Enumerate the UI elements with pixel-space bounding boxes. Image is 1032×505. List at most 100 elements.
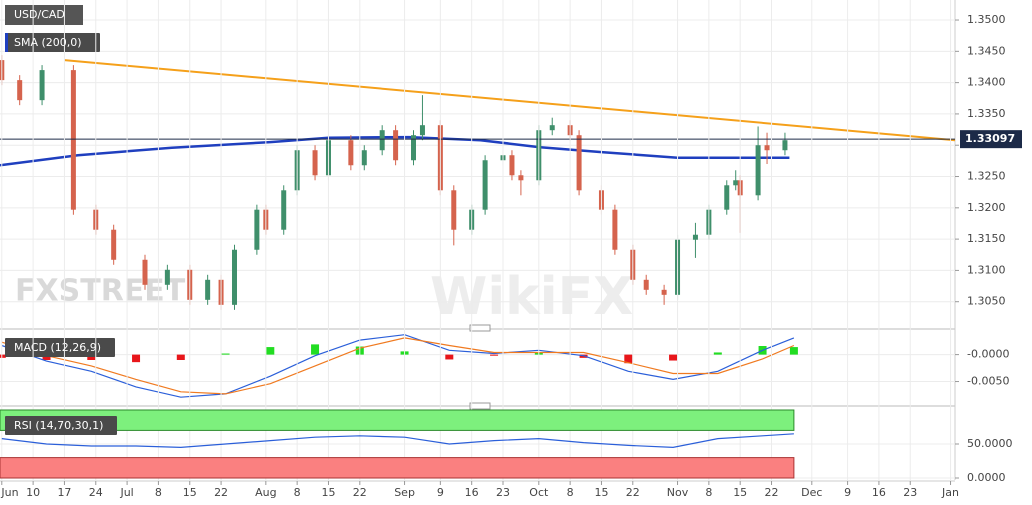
x-tick-label: 23 <box>903 486 917 499</box>
candle-body <box>312 150 318 176</box>
candle-body <box>764 145 770 151</box>
series-line <box>64 59 956 142</box>
panel-label: MACD (12,26,9) <box>14 341 101 354</box>
watermark: FXSTREET <box>15 274 186 309</box>
candle-body <box>205 279 211 300</box>
x-tick-label: Aug <box>255 486 276 499</box>
resize-handle[interactable] <box>469 402 491 410</box>
x-tick-label: 22 <box>214 486 228 499</box>
y-tick-label: 50.0000 <box>967 437 1013 450</box>
x-tick-label: Dec <box>801 486 822 499</box>
histogram-bar <box>221 353 230 355</box>
chart-title: USD/CAD <box>14 8 65 21</box>
x-tick-label: 8 <box>567 486 574 499</box>
candle-body <box>549 125 555 131</box>
candle-body <box>348 140 354 166</box>
x-tick-label: 22 <box>353 486 367 499</box>
candle-body <box>612 209 618 250</box>
x-tick-label: 15 <box>594 486 608 499</box>
candle-body <box>142 259 148 285</box>
x-tick-label: 24 <box>89 486 103 499</box>
histogram-bar <box>624 354 633 364</box>
x-tick-label: 23 <box>496 486 510 499</box>
x-tick-label: 15 <box>321 486 335 499</box>
histogram-bar <box>311 344 320 355</box>
series-line <box>1 433 794 449</box>
candle-body <box>361 150 367 166</box>
watermark: WikiFX <box>430 267 633 327</box>
y-tick-label: 0.0000 <box>967 471 1006 484</box>
last-price-label: 1.33097 <box>965 132 1015 145</box>
histogram-bar <box>445 354 454 360</box>
candle-body <box>482 160 488 210</box>
label-box <box>5 33 100 52</box>
x-tick-label: 16 <box>465 486 479 499</box>
oversold-band <box>0 457 795 479</box>
title-box <box>5 5 83 25</box>
series-line <box>0 135 790 167</box>
x-tick-label: Nov <box>667 486 689 499</box>
x-tick-label: 8 <box>705 486 712 499</box>
candle-body <box>17 80 23 101</box>
histogram-bar <box>42 354 51 360</box>
x-tick-label: Sep <box>394 486 415 499</box>
candle-body <box>451 190 457 230</box>
candle-body <box>70 70 76 210</box>
x-tick-label: 10 <box>26 486 40 499</box>
y-tick-label: 1.3400 <box>967 76 1006 89</box>
candle-body <box>419 125 425 136</box>
x-tick-label: Jan <box>941 486 959 499</box>
y-tick-label: -0.0000 <box>967 348 1009 361</box>
candle-body <box>254 209 260 250</box>
candle-body <box>379 130 385 151</box>
x-tick-label: Oct <box>529 486 549 499</box>
candle-body <box>411 135 417 161</box>
x-tick-label: 9 <box>437 486 444 499</box>
x-tick-label: 17 <box>57 486 71 499</box>
label-box <box>5 338 115 357</box>
histogram-bar <box>789 347 798 355</box>
candle-body <box>724 185 730 210</box>
histogram-bar <box>490 354 499 356</box>
x-tick-label: 15 <box>183 486 197 499</box>
candle-body <box>231 249 237 305</box>
histogram-bar <box>132 354 141 363</box>
candle-body <box>692 234 698 240</box>
x-tick-label: 22 <box>765 486 779 499</box>
histogram-bar <box>713 352 722 355</box>
panel-label: SMA (200,0) <box>14 36 82 49</box>
candle-body <box>111 229 117 260</box>
candle-body <box>393 130 399 161</box>
candle-body <box>509 155 515 176</box>
candle-body <box>782 140 788 151</box>
y-tick-label: 1.3050 <box>967 295 1006 308</box>
histogram-bar <box>669 354 678 361</box>
histogram-bar <box>87 354 96 360</box>
y-tick-label: 1.3150 <box>967 232 1006 245</box>
label-stripe <box>5 33 8 52</box>
histogram-bar <box>176 354 185 360</box>
candle-body <box>39 70 45 101</box>
histogram-bar <box>0 354 6 358</box>
x-tick-label: 22 <box>626 486 640 499</box>
y-tick-label: 1.3250 <box>967 170 1006 183</box>
candle-body <box>576 135 582 191</box>
y-tick-label: 1.3450 <box>967 44 1006 57</box>
x-tick-label: 9 <box>844 486 851 499</box>
overbought-band <box>0 409 795 431</box>
candle-body <box>518 175 524 181</box>
candle-body <box>643 279 649 290</box>
x-tick-label: Jul <box>119 486 133 499</box>
panel-label: RSI (14,70,30,1) <box>14 419 103 432</box>
x-tick-label: 8 <box>294 486 301 499</box>
y-tick-label: -0.0050 <box>967 375 1009 388</box>
resize-handle[interactable] <box>469 324 491 332</box>
candle-body <box>661 289 667 295</box>
x-tick-label: Jun <box>0 486 18 499</box>
y-tick-label: 1.3100 <box>967 263 1006 276</box>
x-tick-label: 8 <box>155 486 162 499</box>
y-tick-label: 1.3500 <box>967 13 1006 26</box>
last-price-box <box>960 130 1022 149</box>
